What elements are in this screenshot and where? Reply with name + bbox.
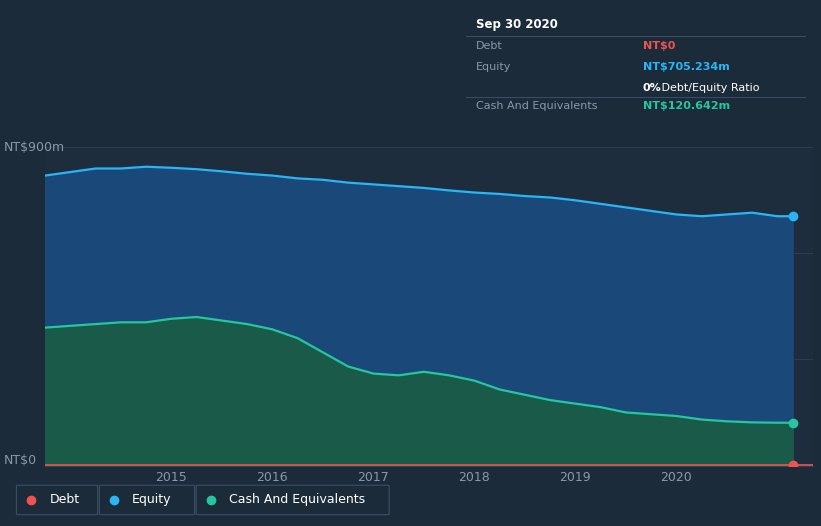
Text: Sep 30 2020: Sep 30 2020	[475, 18, 557, 31]
Text: Equity: Equity	[132, 493, 172, 506]
FancyBboxPatch shape	[196, 485, 389, 514]
FancyBboxPatch shape	[99, 485, 195, 514]
Text: Debt: Debt	[475, 41, 502, 50]
Text: NT$0: NT$0	[643, 41, 675, 50]
Text: NT$705.234m: NT$705.234m	[643, 62, 729, 72]
Text: Cash And Equivalents: Cash And Equivalents	[229, 493, 365, 506]
FancyBboxPatch shape	[16, 485, 98, 514]
Text: Debt/Equity Ratio: Debt/Equity Ratio	[658, 83, 759, 93]
Text: NT$120.642m: NT$120.642m	[643, 101, 730, 111]
Text: NT$0: NT$0	[4, 454, 37, 467]
Text: Debt: Debt	[49, 493, 80, 506]
Text: Equity: Equity	[475, 62, 511, 72]
Text: Cash And Equivalents: Cash And Equivalents	[475, 101, 597, 111]
Text: NT$900m: NT$900m	[4, 141, 65, 154]
Text: 0%: 0%	[643, 83, 662, 93]
